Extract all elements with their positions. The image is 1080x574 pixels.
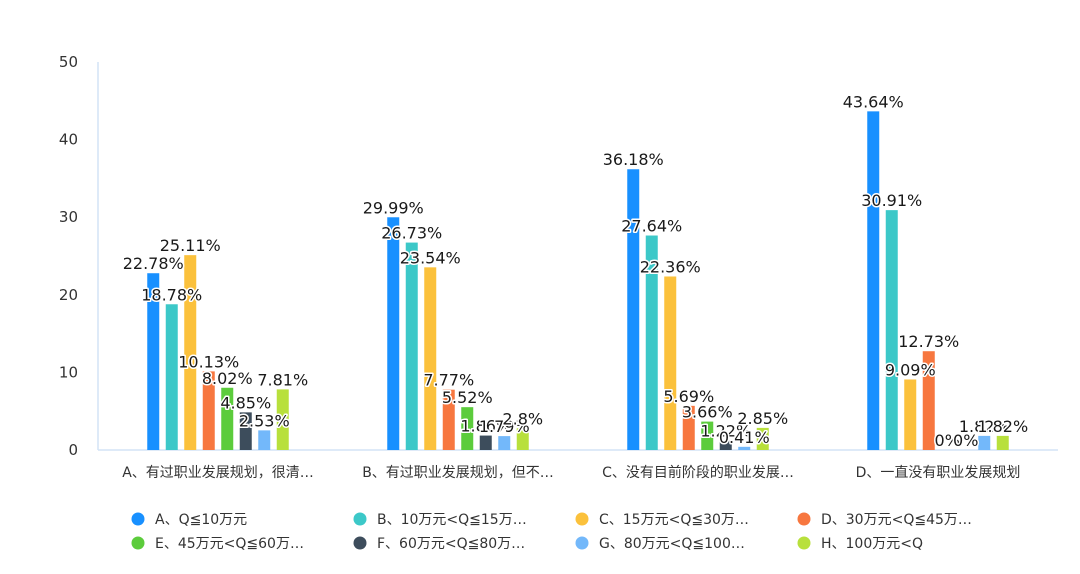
legend-label: A、Q≦10万元 xyxy=(155,512,247,528)
x-category-label: D、一直没有职业发展规划 xyxy=(856,464,1021,481)
bar xyxy=(682,405,695,450)
data-label: 36.18% xyxy=(603,150,664,169)
data-labels: 22.78% 18.78% 25.11% 10.13%8.02% 4.85%2.53% 7… xyxy=(121,91,1029,452)
data-label: 1.82% xyxy=(959,417,1010,436)
legend: A、Q≦10万元 B、10万元<Q≦15万… C、15万元<Q≦30万… D、30万元… xyxy=(131,512,972,552)
data-label: 7.81% xyxy=(257,370,308,389)
bar xyxy=(904,379,917,450)
x-category-label: C、没有目前阶段的职业发展… xyxy=(602,464,794,481)
category-labels: A、有过职业发展规划，很清… B、有过职业发展规划，但不… C、没有目前阶段的职业发… xyxy=(122,464,1020,481)
legend-marker xyxy=(353,536,367,550)
y-axis: 0 10 20 30 40 50 xyxy=(59,53,1058,459)
bar xyxy=(184,255,197,450)
bars xyxy=(147,111,1009,450)
bar xyxy=(645,235,658,450)
bar xyxy=(738,446,751,450)
data-label: 10.13% xyxy=(178,352,239,371)
bar xyxy=(147,273,160,450)
data-label: 23.54% xyxy=(400,248,461,267)
data-label: 5.69% xyxy=(663,387,714,406)
bar xyxy=(258,430,271,450)
data-label: 30.91% xyxy=(861,191,922,210)
legend-marker xyxy=(575,512,589,526)
data-label: 3.66% xyxy=(682,403,733,422)
data-label: 22.36% xyxy=(640,257,701,276)
legend-label: E、45万元<Q≦60万… xyxy=(155,536,304,552)
data-label: 1.82% xyxy=(977,417,1028,436)
bar xyxy=(165,304,178,450)
bar xyxy=(424,267,437,450)
bar xyxy=(664,276,677,450)
data-label: 2.8% xyxy=(502,409,543,428)
data-label: 18.78% xyxy=(141,285,202,304)
data-label: 43.64% xyxy=(843,92,904,111)
legend-marker xyxy=(353,512,367,526)
data-label: 22.78% xyxy=(123,254,184,273)
bar xyxy=(756,427,769,450)
data-label: 27.64% xyxy=(621,217,682,236)
bar xyxy=(442,389,455,450)
bar xyxy=(387,217,400,450)
data-label: 5.52% xyxy=(442,388,493,407)
bar xyxy=(461,407,474,450)
legend-label: H、100万元<Q xyxy=(821,536,923,552)
y-tick-label: 40 xyxy=(59,131,78,149)
bar xyxy=(276,389,289,450)
bar xyxy=(867,111,880,450)
legend-label: C、15万元<Q≦30万… xyxy=(599,512,749,528)
bar xyxy=(996,435,1009,450)
legend-marker xyxy=(575,536,589,550)
bar xyxy=(978,435,991,450)
data-label: 7.77% xyxy=(423,371,474,390)
legend-label: G、80万元<Q≦100… xyxy=(599,536,745,552)
y-tick-label: 50 xyxy=(59,53,78,71)
data-label: 0% xyxy=(953,431,978,450)
bar xyxy=(701,421,714,450)
y-tick-label: 20 xyxy=(59,286,78,304)
bar xyxy=(405,242,418,450)
data-label: 9.09% xyxy=(885,360,936,379)
data-label: 12.73% xyxy=(898,332,959,351)
bar xyxy=(719,440,732,450)
x-category-label: A、有过职业发展规划，很清… xyxy=(122,465,314,481)
data-label: 0% xyxy=(935,431,960,450)
legend-label: D、30万元<Q≦45万… xyxy=(821,512,972,528)
bar xyxy=(239,412,252,450)
legend-marker xyxy=(797,512,811,526)
bar xyxy=(202,371,215,450)
bar xyxy=(885,210,898,450)
legend-label: B、10万元<Q≦15万… xyxy=(377,512,527,528)
data-label: 1.79% xyxy=(479,417,530,436)
bar xyxy=(516,428,529,450)
bar xyxy=(479,435,492,450)
data-label: 1.86% xyxy=(460,417,511,436)
y-tick-label: 30 xyxy=(59,208,78,226)
data-label: 1.22% xyxy=(700,422,751,441)
bar xyxy=(627,169,640,450)
data-label: 4.85% xyxy=(220,393,271,412)
x-category-label: B、有过职业发展规划，但不… xyxy=(362,465,554,481)
data-label: 25.11% xyxy=(160,236,221,255)
legend-marker xyxy=(131,512,145,526)
bar xyxy=(498,436,511,450)
legend-marker xyxy=(131,536,145,550)
data-label: 26.73% xyxy=(381,224,442,243)
data-label: 2.53% xyxy=(239,411,290,430)
data-label: 8.02% xyxy=(202,369,253,388)
data-label: 29.99% xyxy=(363,198,424,217)
bar xyxy=(922,351,935,450)
y-tick-label: 10 xyxy=(59,363,78,381)
data-label: 2.85% xyxy=(737,409,788,428)
legend-marker xyxy=(797,536,811,550)
data-label: 0.41% xyxy=(719,428,770,447)
legend-label: F、60万元<Q≦80万… xyxy=(377,536,525,552)
bar xyxy=(221,387,234,450)
y-tick-label: 0 xyxy=(68,441,78,459)
